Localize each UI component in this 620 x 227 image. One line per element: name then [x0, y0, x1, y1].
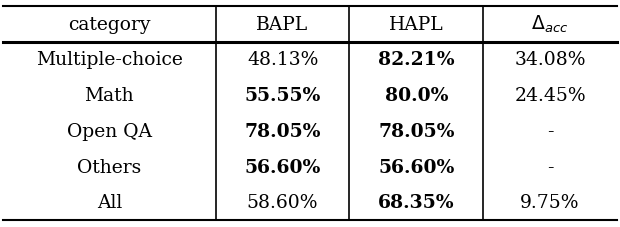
- Text: 56.60%: 56.60%: [378, 158, 454, 176]
- Text: 58.60%: 58.60%: [247, 193, 318, 211]
- Text: category: category: [68, 16, 151, 34]
- Text: HAPL: HAPL: [389, 16, 444, 34]
- Text: Multiple-choice: Multiple-choice: [36, 51, 183, 69]
- Text: -: -: [547, 122, 553, 140]
- Text: 68.35%: 68.35%: [378, 193, 454, 211]
- Text: Math: Math: [84, 87, 134, 105]
- Text: 34.08%: 34.08%: [514, 51, 586, 69]
- Text: 48.13%: 48.13%: [247, 51, 318, 69]
- Text: 55.55%: 55.55%: [244, 87, 321, 105]
- Text: 24.45%: 24.45%: [514, 87, 586, 105]
- Text: 82.21%: 82.21%: [378, 51, 454, 69]
- Text: Open QA: Open QA: [67, 122, 152, 140]
- Text: Others: Others: [78, 158, 141, 176]
- Text: 9.75%: 9.75%: [520, 193, 580, 211]
- Text: -: -: [547, 158, 553, 176]
- Text: 78.05%: 78.05%: [244, 122, 321, 140]
- Text: 80.0%: 80.0%: [384, 87, 448, 105]
- Text: 56.60%: 56.60%: [244, 158, 321, 176]
- Text: All: All: [97, 193, 122, 211]
- Text: BAPL: BAPL: [257, 16, 309, 34]
- Text: 78.05%: 78.05%: [378, 122, 454, 140]
- Text: $\Delta_{acc}$: $\Delta_{acc}$: [531, 14, 569, 35]
